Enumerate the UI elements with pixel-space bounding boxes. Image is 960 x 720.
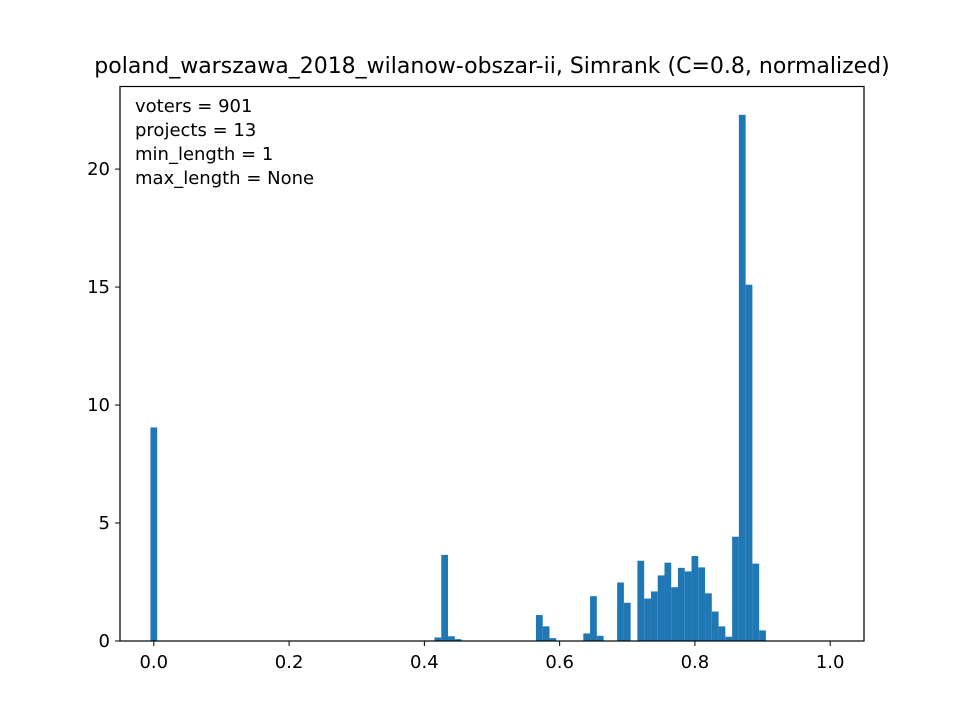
x-tick-label: 0.2	[275, 652, 304, 673]
histogram-bar	[549, 638, 557, 641]
histogram-bar	[637, 560, 645, 641]
histogram-bar	[752, 563, 760, 641]
histogram-bar	[590, 596, 597, 641]
histogram-bar	[623, 602, 631, 641]
histogram-bar	[596, 635, 604, 641]
y-axis: 0 5 10 15 20	[87, 159, 120, 652]
y-tick-label: 0	[99, 631, 110, 652]
histogram-bar	[542, 626, 550, 641]
x-tick-label: 0.6	[545, 652, 574, 673]
histogram-bar	[732, 536, 739, 641]
y-tick-label: 10	[87, 395, 110, 416]
histogram-bar	[535, 615, 543, 641]
x-tick-label: 0.0	[139, 652, 168, 673]
histogram-bar	[718, 626, 726, 641]
histogram-bar	[684, 571, 692, 641]
histogram-bar	[698, 567, 706, 641]
x-tick-label: 0.4	[410, 652, 439, 673]
annotation-projects: projects = 13	[135, 120, 256, 141]
histogram-bar	[664, 562, 672, 641]
histogram-bar	[448, 636, 455, 641]
histogram-bar	[678, 567, 685, 641]
histogram-bar	[691, 556, 699, 641]
plot-frame	[119, 85, 865, 642]
x-tick-label: 0.8	[681, 652, 710, 673]
histogram-bar	[583, 633, 591, 641]
annotation-min-length: min_length = 1	[135, 144, 273, 165]
histogram-bar	[441, 554, 449, 641]
y-tick-label: 20	[87, 159, 110, 180]
histogram-bar	[745, 284, 753, 641]
histogram-bar	[759, 630, 766, 641]
histogram-bar	[657, 575, 665, 641]
histogram-bar	[711, 611, 719, 641]
histogram-bar	[650, 591, 658, 641]
histogram-bar	[644, 598, 651, 641]
chart-title: poland_warszawa_2018_wilanow-obszar-ii, …	[94, 54, 889, 79]
histogram-bar	[434, 637, 442, 641]
x-tick-label: 1.0	[816, 652, 845, 673]
histogram-bar	[454, 639, 462, 641]
histogram-bar	[671, 587, 678, 641]
annotation-max-length: max_length = None	[135, 168, 314, 189]
annotation-voters: voters = 901	[135, 96, 252, 117]
y-tick-label: 15	[87, 277, 110, 298]
histogram-bar	[725, 636, 733, 641]
y-tick-label: 5	[99, 513, 110, 534]
histogram-bar	[738, 114, 746, 641]
x-axis: 0.0 0.2 0.4 0.6 0.8 1.0	[139, 641, 845, 673]
histogram-bar	[617, 582, 624, 641]
annotation-box: voters = 901 projects = 13 min_length = …	[135, 96, 314, 189]
bars-group	[150, 114, 766, 641]
histogram-bar	[150, 427, 158, 641]
histogram-bar	[705, 593, 712, 641]
